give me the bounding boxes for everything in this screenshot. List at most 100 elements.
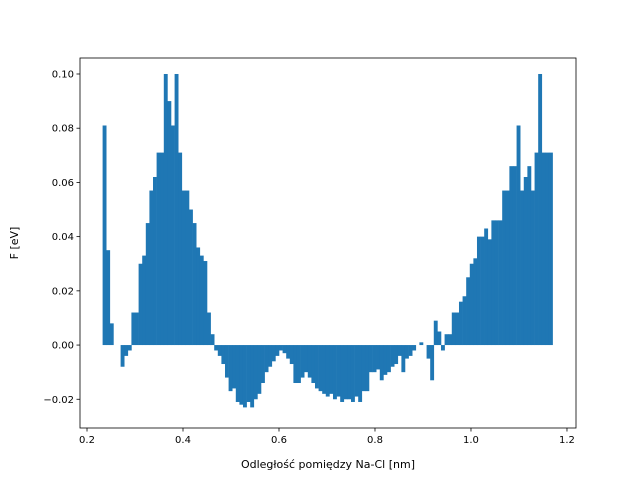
bar [206,312,211,346]
y-tick-label: 0.04 [52,232,74,243]
bar [210,334,215,346]
bar [171,125,175,346]
bar [228,345,233,392]
bar [232,345,237,389]
bar [512,166,517,346]
bar [455,312,460,346]
bar [106,250,111,346]
y-tick-label: 0.02 [52,286,74,297]
bar [189,209,193,346]
bar [426,345,431,359]
bar [390,345,395,367]
bar [437,331,442,346]
y-tick-label: 0.10 [52,69,74,80]
bar [397,345,402,356]
x-tick-label: 0.6 [271,435,287,446]
bar [156,152,161,346]
bar [142,255,147,346]
bar [318,345,323,392]
bar [433,320,438,346]
bar [458,301,463,346]
bar [476,236,481,346]
bar [541,152,546,346]
bar [523,176,528,346]
bar [502,190,507,346]
bar [494,220,499,346]
bar [286,345,291,359]
bar [498,220,503,346]
x-tick-label: 1.2 [559,435,575,446]
bar [149,190,154,346]
x-axis-label: Odległość pomiędzy Na-Cl [nm] [241,458,415,471]
bar [527,166,532,346]
bar [545,152,550,346]
bar [404,345,409,359]
bar [361,345,366,392]
bar [358,345,363,402]
bar [469,263,474,346]
bar [257,345,262,394]
bar [271,345,276,362]
bar [394,345,399,365]
bar [242,345,247,408]
bar [466,277,471,346]
bar [196,247,201,346]
bar [322,345,327,394]
bar [221,345,226,365]
bar [167,101,172,346]
bar [289,345,294,365]
bar [268,345,273,367]
bar [304,345,309,373]
bar [487,239,492,346]
bar [325,345,330,397]
bar [275,345,280,356]
bar [516,125,521,346]
bar [102,125,107,346]
bar [124,345,129,356]
bar [419,342,424,346]
bar [203,261,208,346]
bar [217,345,222,356]
x-tick-label: 0.4 [175,435,191,446]
bar [120,345,125,367]
bar [440,345,445,351]
bar [135,312,139,346]
bar [250,345,255,408]
bar [300,345,305,378]
bar [278,345,283,351]
y-tick-label: 0.06 [52,178,74,189]
bar [368,345,373,373]
bar [178,152,183,346]
bar [174,73,179,346]
y-tick-label: −0.02 [43,395,74,406]
axes-frame [79,57,577,429]
bar [505,190,510,346]
bar [253,345,258,400]
bar [199,255,204,346]
y-axis-label: F [eV] [8,227,21,260]
bar [311,345,316,384]
bar [520,190,525,346]
bar [412,345,417,351]
bar [127,345,132,351]
bar [379,345,384,381]
bar [350,345,355,402]
bar [181,190,186,346]
bar [296,345,301,384]
bar [192,223,197,346]
bar [451,312,456,346]
bar [145,223,150,346]
bar [314,345,319,389]
bar [214,345,219,351]
bar [430,345,435,381]
bar [401,345,406,373]
bar [153,176,157,346]
bar [383,345,388,375]
bar [343,345,348,400]
bar [246,345,251,402]
bar [347,345,352,400]
bar [548,152,553,346]
bar [282,345,287,354]
y-tick-label: 0.00 [52,341,74,352]
bar [138,263,143,346]
